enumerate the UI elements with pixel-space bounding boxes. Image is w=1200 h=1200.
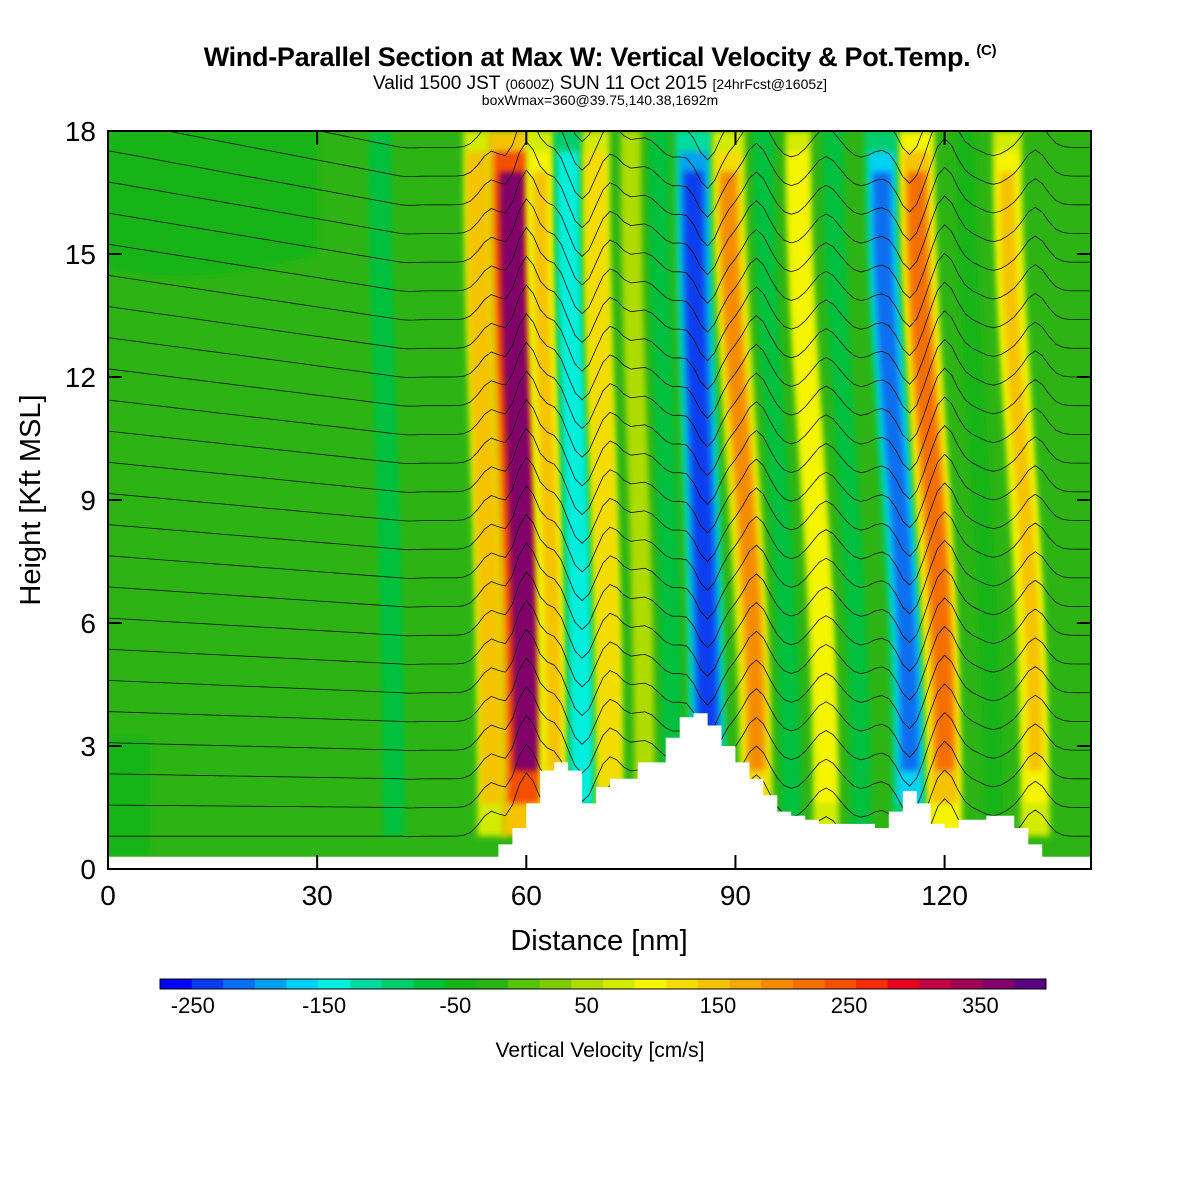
velocity-band [788,151,836,804]
theta-contour [108,599,1091,706]
colorbar-swatch [286,979,319,989]
box-info: boxWmax=360@39.75,140.38,1692m [481,92,719,108]
theta-contour [108,370,1091,477]
y-tick-label: 3 [80,731,96,762]
velocity-field [108,131,1091,869]
theta-contour [108,513,1091,620]
theta-contour [108,169,1091,276]
terrain-mask [108,713,1091,869]
colorbar-swatch [887,979,920,989]
terrain [108,713,1091,869]
theta-contour [108,399,1091,505]
y-axis-label: Height [Kft MSL] [15,394,47,605]
colorbar-frame [159,978,1047,990]
velocity-band [753,131,802,837]
colorbar-swatch [729,979,762,989]
colorbar-swatch [919,979,952,989]
theta-contour [108,657,1091,764]
theta-contour [108,198,1091,304]
colorbar-swatch [666,979,699,989]
velocity-band [907,172,954,771]
colorbar-swatch [761,979,794,989]
theta-contour [108,284,1091,390]
velocity-band [822,131,872,837]
x-tick-label: 0 [100,880,116,911]
x-tick-label: 120 [921,880,968,911]
theta-contour [317,131,1091,190]
y-tick-label: 0 [80,854,96,885]
y-tick-label: 12 [65,362,96,393]
colorbar-swatch [571,979,604,989]
theta-contour [108,456,1091,563]
y-tick-label: 15 [65,239,96,270]
theta-contours [108,131,1091,869]
axes: 0 30 60 90 120 0 3 6 9 12 15 18 [65,116,1091,911]
colorbar-swatch [1014,979,1047,989]
colorbar-swatch [413,979,446,989]
colorbar-swatch [603,979,636,989]
colorbar-swatch [223,979,256,989]
colorbar-swatch [508,979,541,989]
colorbar-swatch [792,979,825,989]
theta-contour [108,312,1091,419]
colorbar: -250 -150 -50 50 150 250 350 [159,978,1047,1018]
theta-contour [108,226,1091,333]
velocity-band [532,172,562,771]
velocity-band [371,151,402,804]
velocity-band [684,172,718,771]
theta-contour [108,140,1091,247]
velocity-band [648,131,683,837]
colorbar-tick-label: 350 [962,993,999,1018]
colorbar-swatch [318,979,351,989]
theta-contour [108,427,1091,534]
colorbar-tick-label: 250 [831,993,868,1018]
theta-contour [108,714,1091,821]
colorbar-swatch [951,979,984,989]
colorbar-swatch [824,979,857,989]
field-region-lower [108,737,150,857]
theta-contour [108,686,1091,792]
velocity-band [620,131,655,837]
velocity-band [466,151,503,804]
colorbar-swatch [191,979,224,989]
colorbar-swatch [254,979,288,989]
theta-contour [108,341,1091,448]
velocity-band [955,131,1004,837]
theta-contour [108,485,1091,591]
colorbar-swatch [444,979,477,989]
field-region-upper [108,131,318,276]
colorbar-tick-label: 50 [574,993,598,1018]
y-tick-label: 6 [80,608,96,639]
colorbar-tick-label: -50 [439,993,471,1018]
velocity-band [872,172,919,771]
colorbar-swatch [539,979,572,989]
theta-contour [165,131,1091,218]
x-axis-label: Distance [nm] [510,925,687,957]
chart-subtitle: Valid 1500 JST (0600Z) SUN 11 Oct 2015 [… [372,73,828,94]
x-tick-label: 30 [302,880,333,911]
colorbar-swatch [982,979,1015,989]
colorbar-swatch [349,979,382,989]
y-tick-label: 18 [65,116,96,147]
y-tick-label: 9 [80,485,96,516]
colorbar-swatch [697,979,731,989]
theta-contour [108,255,1091,362]
colorbar-swatch [160,979,193,989]
colorbar-swatch [476,979,509,989]
colorbar-swatch [381,979,414,989]
colorbar-tick-label: -250 [171,993,215,1018]
x-tick-label: 60 [511,880,542,911]
colorbar-swatch [634,979,667,989]
theta-contour [108,542,1091,649]
colorbar-tick-label: -150 [302,993,346,1018]
chart-title: Wind-Parallel Section at Max W: Vertical… [203,42,997,72]
velocity-band [999,172,1043,771]
theta-contour [108,628,1091,735]
colorbar-swatch [856,979,889,989]
colorbar-title: Vertical Velocity [cm/s] [496,1039,705,1062]
x-tick-label: 90 [720,880,751,911]
colorbar-tick-label: 150 [699,993,736,1018]
theta-contour [108,571,1091,677]
